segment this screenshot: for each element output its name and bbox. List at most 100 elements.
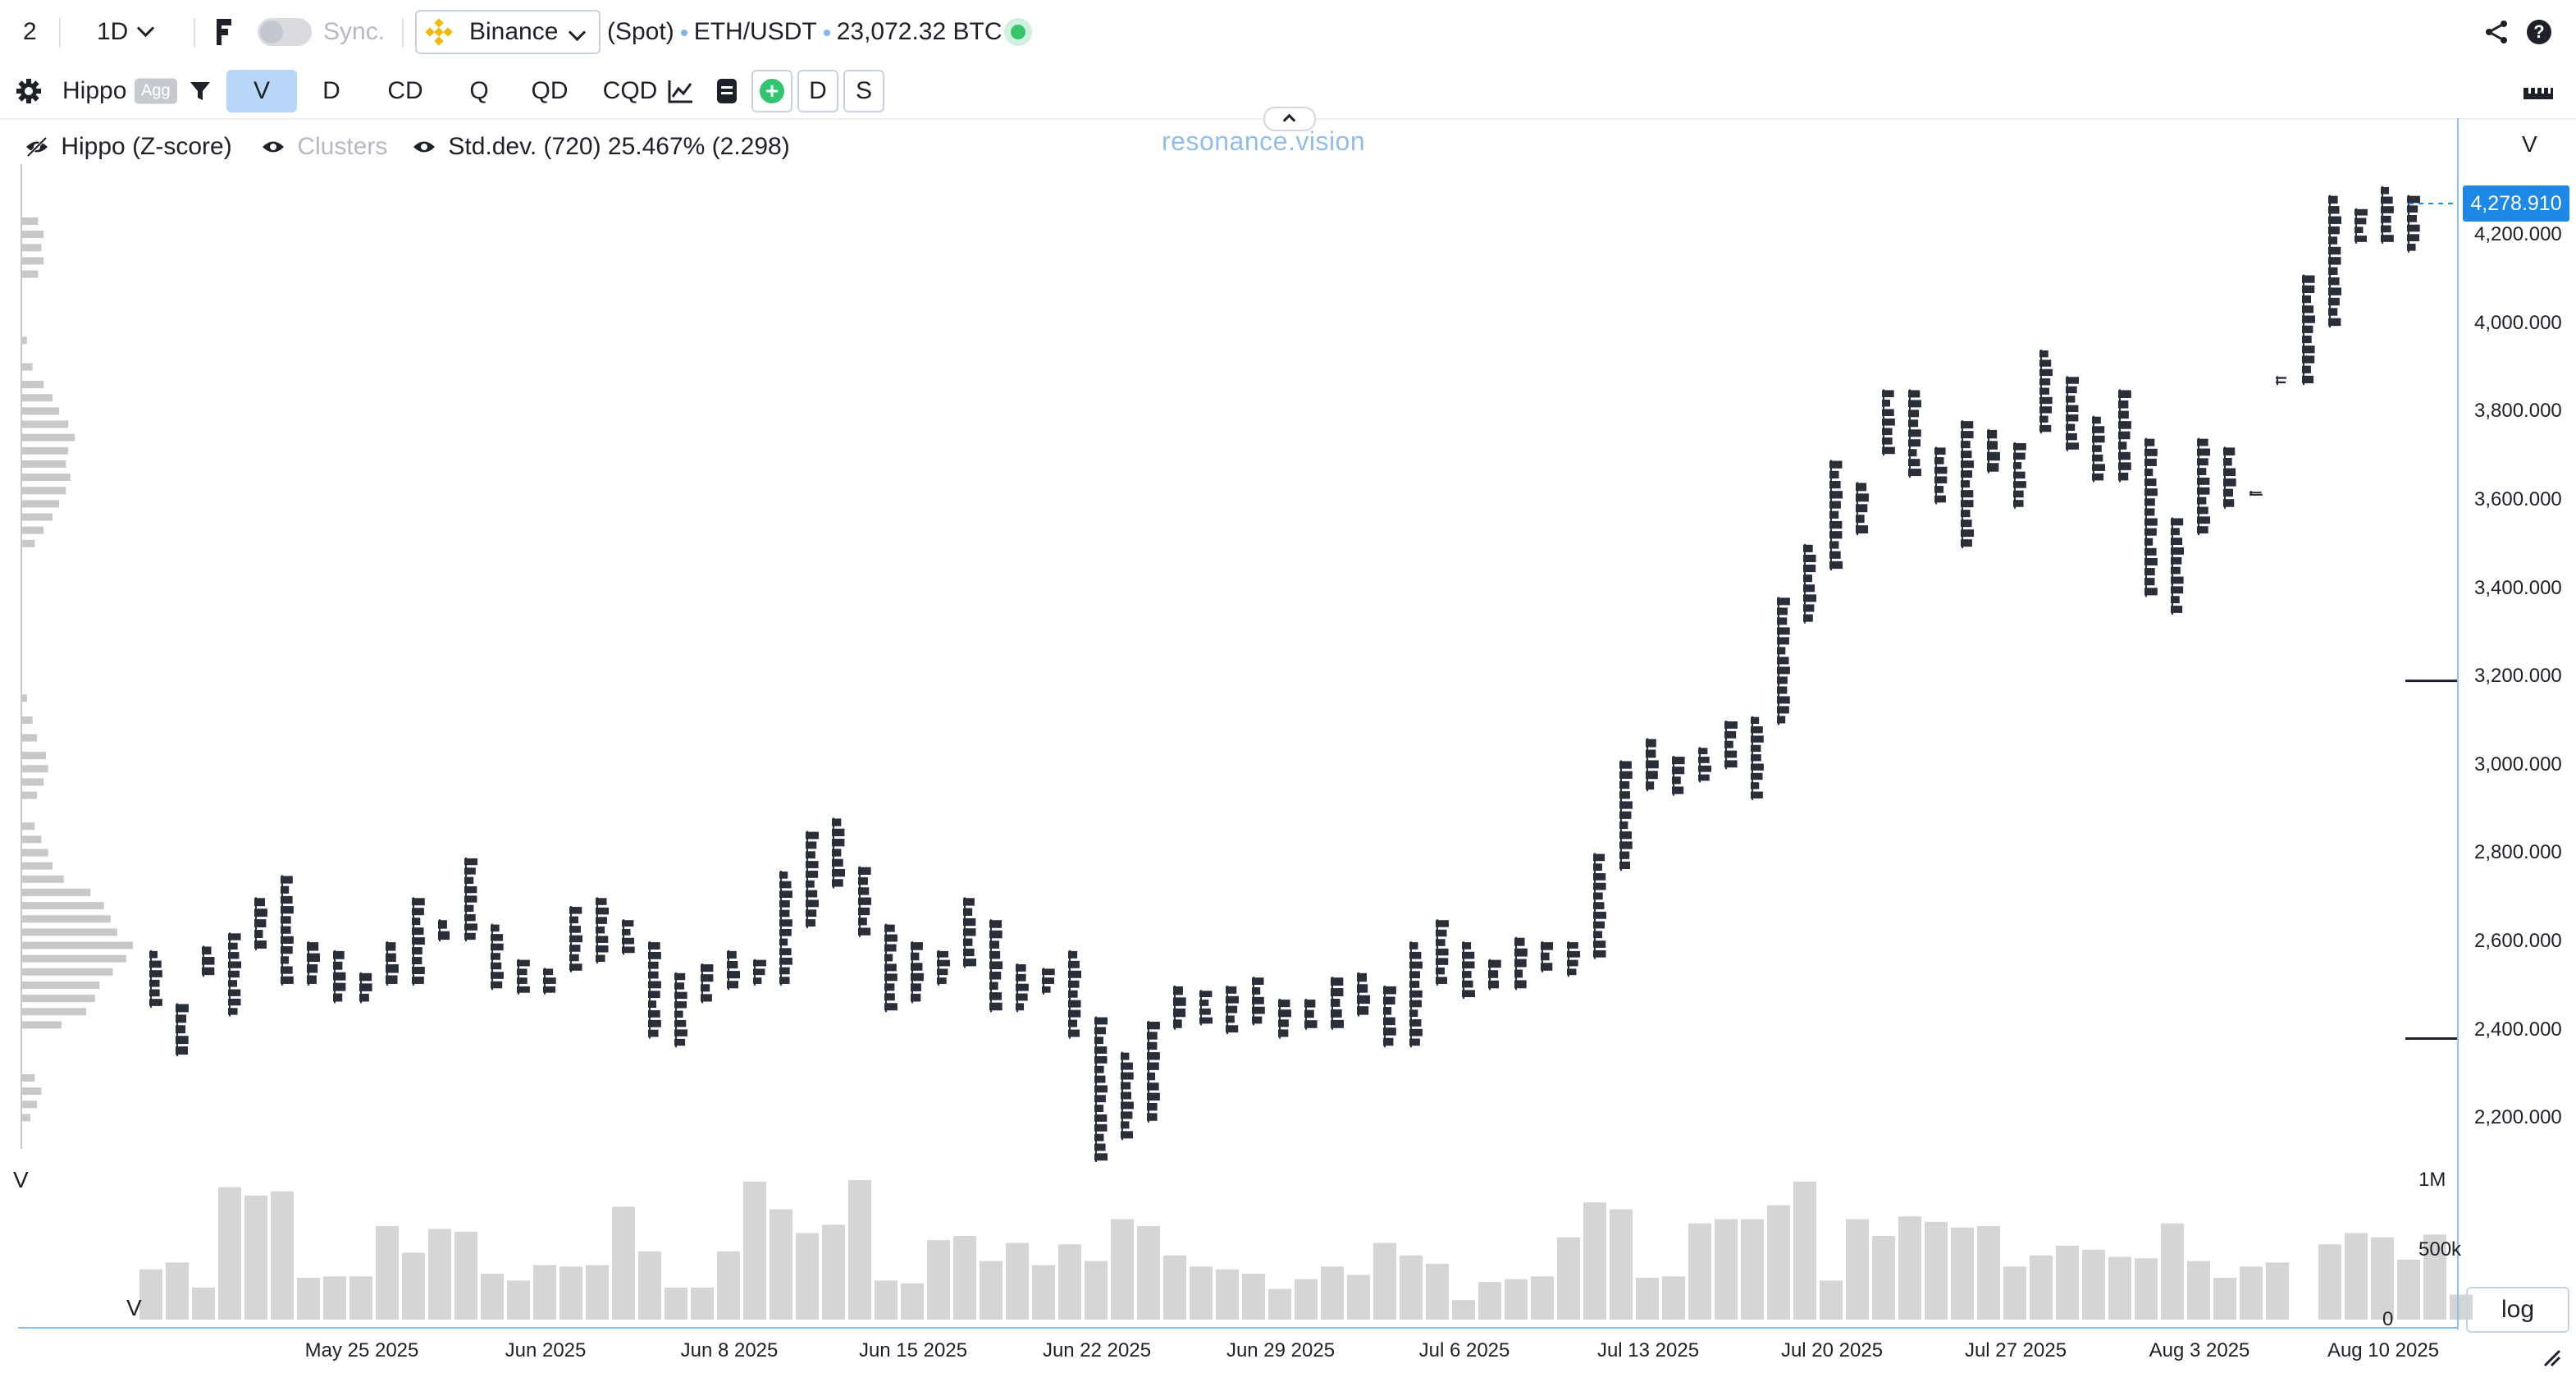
volume-tick-label: 500k — [2418, 1238, 2462, 1261]
candle-cluster — [1777, 666, 1790, 675]
candle-cluster — [2197, 526, 2208, 534]
candle-cluster — [1698, 748, 1708, 755]
volume-bar — [1767, 1205, 1790, 1320]
candle-cluster — [911, 972, 924, 982]
filter-icon[interactable] — [189, 80, 212, 103]
candle-cluster — [2407, 224, 2420, 232]
gear-icon[interactable] — [16, 79, 41, 103]
mode-q-button[interactable]: Q — [469, 77, 489, 104]
candle-cluster — [1068, 1029, 1080, 1037]
resize-handle-icon[interactable] — [2542, 1348, 2561, 1367]
candle-cluster — [2197, 448, 2210, 456]
volume-bar — [1295, 1279, 1318, 1320]
mode-cd-button[interactable]: CD — [387, 77, 423, 104]
ruler-icon[interactable] — [2523, 83, 2553, 99]
candle-cluster — [1331, 1009, 1342, 1018]
agg-badge[interactable]: Agg — [135, 78, 177, 104]
candle-cluster — [2013, 443, 2026, 451]
candle-cluster — [2328, 236, 2338, 245]
add-indicator-button[interactable]: + — [751, 70, 792, 112]
candle-cluster — [2328, 216, 2341, 224]
interval-dropdown[interactable]: 1D — [97, 18, 155, 46]
candle-cluster — [2197, 487, 2210, 495]
candle-cluster — [438, 920, 447, 929]
volume-bar — [323, 1276, 346, 1320]
candle-cluster — [1147, 1082, 1159, 1091]
candle-cluster — [1488, 980, 1500, 989]
hippo-legend[interactable]: Hippo (Z-score) — [25, 133, 232, 161]
candle-cluster — [1462, 942, 1472, 950]
volume-bar — [192, 1287, 215, 1320]
interval-label: 1D — [97, 18, 129, 45]
candle-cluster — [569, 907, 582, 914]
candle-cluster — [2354, 208, 2368, 216]
candle-cluster — [1068, 970, 1081, 978]
pair-label: ETH/USDT — [693, 18, 817, 45]
volume-bar — [560, 1266, 582, 1320]
candle-cluster — [1882, 428, 1893, 436]
candle-cluster — [1304, 1020, 1318, 1028]
candle-cluster — [412, 898, 425, 906]
indicator-name[interactable]: Hippo — [62, 77, 127, 104]
document-icon[interactable] — [717, 79, 737, 103]
log-scale-button[interactable]: log — [2466, 1287, 2569, 1333]
hippo-legend-label: Hippo (Z-score) — [61, 133, 232, 160]
eye-icon[interactable] — [412, 136, 436, 158]
candle-cluster — [2144, 478, 2157, 487]
volume-bar — [1242, 1273, 1265, 1320]
sync-toggle[interactable] — [258, 18, 312, 46]
candle-cluster — [596, 926, 605, 934]
mode-qd-button[interactable]: QD — [531, 77, 569, 104]
candle-cluster — [1803, 604, 1815, 612]
candle-cluster — [307, 975, 317, 984]
candle-cluster — [1147, 1052, 1160, 1060]
clusters-legend-label: Clusters — [297, 133, 388, 160]
candle-cluster — [1226, 1015, 1235, 1023]
exchange-dropdown[interactable]: Binance — [415, 10, 601, 54]
candle-cluster — [779, 872, 788, 879]
mode-d-button[interactable]: D — [322, 77, 340, 104]
share-icon[interactable] — [2484, 20, 2509, 44]
line-chart-icon[interactable] — [668, 79, 694, 103]
candle-cluster — [674, 1038, 686, 1046]
candle-cluster — [464, 932, 476, 940]
candle-cluster — [1094, 1153, 1108, 1161]
candle-cluster — [1094, 1065, 1104, 1073]
candle-cluster — [2328, 226, 2340, 235]
candle-cluster — [1882, 437, 1893, 445]
candle-cluster — [2066, 405, 2079, 413]
clusters-legend[interactable]: Clusters — [261, 133, 387, 161]
candle-cluster — [2381, 196, 2393, 204]
candle-cluster — [202, 967, 215, 976]
candle-cluster — [884, 973, 897, 982]
candle-cluster — [307, 942, 319, 951]
candle-cluster — [359, 993, 369, 1002]
layout-count[interactable]: 2 — [23, 18, 37, 45]
s-toggle-button[interactable]: S — [843, 70, 884, 112]
mode-v-button[interactable]: V — [226, 70, 297, 112]
d-toggle-button[interactable]: D — [797, 70, 838, 112]
candle-cluster — [2302, 346, 2315, 354]
mode-cqd-button[interactable]: CQD — [602, 77, 658, 104]
candle-cluster — [1094, 1075, 1106, 1083]
candle-cluster — [1147, 1041, 1158, 1050]
flag-icon[interactable] — [217, 19, 233, 45]
candle-cluster — [1987, 441, 1998, 450]
profile-bar — [21, 1114, 30, 1122]
candle-cluster — [2302, 365, 2311, 373]
candle-cluster — [1987, 463, 1999, 472]
candle-cluster — [1121, 1091, 1132, 1100]
help-icon[interactable]: ? — [2527, 20, 2551, 44]
volume-bar — [349, 1276, 372, 1320]
candle-cluster — [491, 924, 500, 932]
eye-icon[interactable] — [261, 136, 285, 158]
eye-off-icon[interactable] — [25, 136, 49, 158]
candle-cluster — [1593, 902, 1605, 909]
candle-cluster — [1436, 958, 1449, 965]
volume-bar — [166, 1262, 189, 1320]
collapse-toolbar-button[interactable] — [1263, 107, 1316, 131]
stddev-legend[interactable]: Std.dev. (720) 25.467% (2.298) — [412, 133, 790, 161]
candle-cluster — [1593, 911, 1606, 919]
volume-bar — [717, 1251, 740, 1320]
